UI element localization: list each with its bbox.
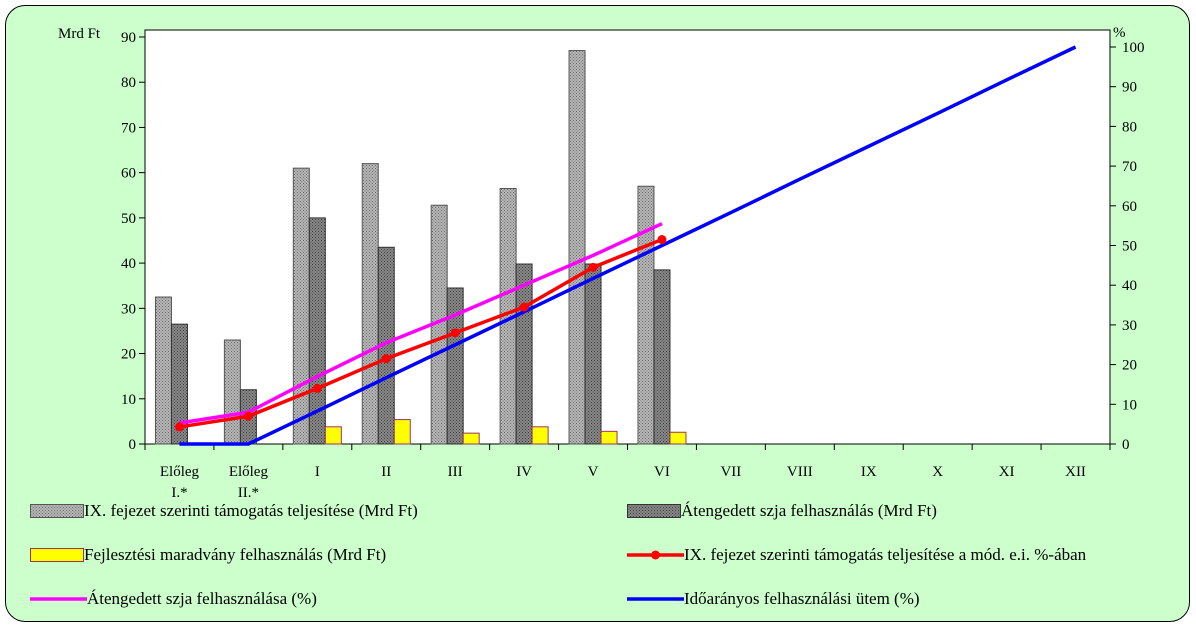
bar <box>637 185 655 445</box>
right-tick-label: 50 <box>1122 239 1137 255</box>
legend-item: Időarányos felhasználási ütem (%) <box>627 589 920 609</box>
left-tick-label: 20 <box>121 347 136 363</box>
x-tick-label: I <box>315 464 320 480</box>
legend-swatch-box <box>30 504 84 518</box>
legend-swatch-box <box>627 504 681 518</box>
series-marker <box>174 422 184 432</box>
legend-label: Időarányos felhasználási ütem (%) <box>684 589 920 608</box>
legend-label: IX. fejezet szerinti támogatás teljesíté… <box>84 501 418 520</box>
right-tick-label: 100 <box>1122 40 1145 56</box>
series-marker <box>243 411 253 421</box>
bar <box>600 430 618 445</box>
legend-item: IX. fejezet szerinti támogatás teljesíté… <box>627 545 1086 565</box>
right-axis-label: % <box>1113 25 1126 41</box>
x-tick-label: XI <box>999 464 1015 480</box>
bar <box>669 431 687 445</box>
left-tick-label: 50 <box>121 211 136 227</box>
legend-swatch-box <box>30 548 84 562</box>
bar <box>154 296 172 445</box>
legend-swatch <box>30 548 84 562</box>
legend-swatch-marker <box>651 550 660 560</box>
bar <box>446 287 464 445</box>
right-tick-label: 40 <box>1122 278 1137 294</box>
left-tick-label: 80 <box>121 75 136 91</box>
series-marker <box>450 328 460 338</box>
series-marker <box>588 262 598 272</box>
legend-label: Fejlesztési maradvány felhasználás (Mrd … <box>84 545 387 564</box>
left-tick-label: 0 <box>129 437 137 453</box>
series-marker <box>381 354 391 364</box>
right-tick-label: 70 <box>1122 159 1137 175</box>
legend-swatch <box>30 597 87 601</box>
legend-label: IX. fejezet szerinti támogatás teljesíté… <box>684 545 1087 564</box>
right-tick-label: 30 <box>1122 318 1137 334</box>
bar <box>653 269 671 445</box>
right-tick-label: 80 <box>1122 119 1137 135</box>
series-marker <box>657 235 667 245</box>
legend-label: Átengedett szja felhasználása (%) <box>87 589 317 608</box>
right-tick-label: 20 <box>1122 358 1137 374</box>
x-tick-label: X <box>932 464 943 480</box>
legend-item: Átengedett szja felhasználása (%) <box>30 589 317 609</box>
left-tick-label: 30 <box>121 301 136 317</box>
bar <box>393 419 411 445</box>
left-tick-label: 40 <box>121 256 136 272</box>
left-tick-label: 60 <box>121 166 136 182</box>
left-tick-label: 10 <box>121 392 136 408</box>
series-line <box>179 237 663 429</box>
x-tick-label: III <box>448 464 463 480</box>
series-marker <box>519 302 529 312</box>
bar <box>531 426 549 445</box>
legend-item: Fejlesztési maradvány felhasználás (Mrd … <box>30 545 386 565</box>
series-marker <box>312 383 322 393</box>
legend-swatch <box>30 504 84 518</box>
legend-swatch <box>627 597 684 601</box>
x-tick-label: IV <box>516 464 532 480</box>
right-tick-label: 0 <box>1122 437 1130 453</box>
plot-area <box>144 29 1111 445</box>
bar <box>584 263 602 445</box>
bar <box>568 50 586 445</box>
left-tick-label: 90 <box>121 30 136 46</box>
right-tick-label: 60 <box>1122 199 1137 215</box>
x-tick-label: Előleg <box>229 464 269 480</box>
series-line <box>179 45 1077 446</box>
x-tick-label: II.* <box>238 485 259 501</box>
x-tick-label: IX <box>861 464 877 480</box>
x-tick-label: I.* <box>171 485 187 501</box>
left-axis-label: Mrd Ft <box>58 26 101 42</box>
bar <box>324 426 342 445</box>
bar <box>361 163 379 445</box>
legend-item: Átengedett szja felhasználás (Mrd Ft) <box>627 501 937 521</box>
x-tick-label: Előleg <box>160 464 200 480</box>
series-line <box>179 222 663 425</box>
legend-swatch <box>627 550 684 560</box>
legend-swatch <box>627 504 681 518</box>
right-tick-label: 10 <box>1122 397 1137 413</box>
bar <box>515 263 533 445</box>
x-tick-label: VIII <box>787 464 813 480</box>
right-tick-label: 90 <box>1122 80 1137 96</box>
legend-item: IX. fejezet szerinti támogatás teljesíté… <box>30 501 418 521</box>
bar <box>462 432 480 445</box>
x-tick-label: V <box>588 464 599 480</box>
legend-label: Átengedett szja felhasználás (Mrd Ft) <box>681 501 937 520</box>
bar <box>292 167 310 445</box>
bar <box>223 339 241 445</box>
x-tick-label: XII <box>1065 464 1086 480</box>
x-tick-label: VII <box>720 464 741 480</box>
x-tick-label: VI <box>654 464 670 480</box>
left-tick-label: 70 <box>121 120 136 136</box>
x-tick-label: II <box>381 464 391 480</box>
